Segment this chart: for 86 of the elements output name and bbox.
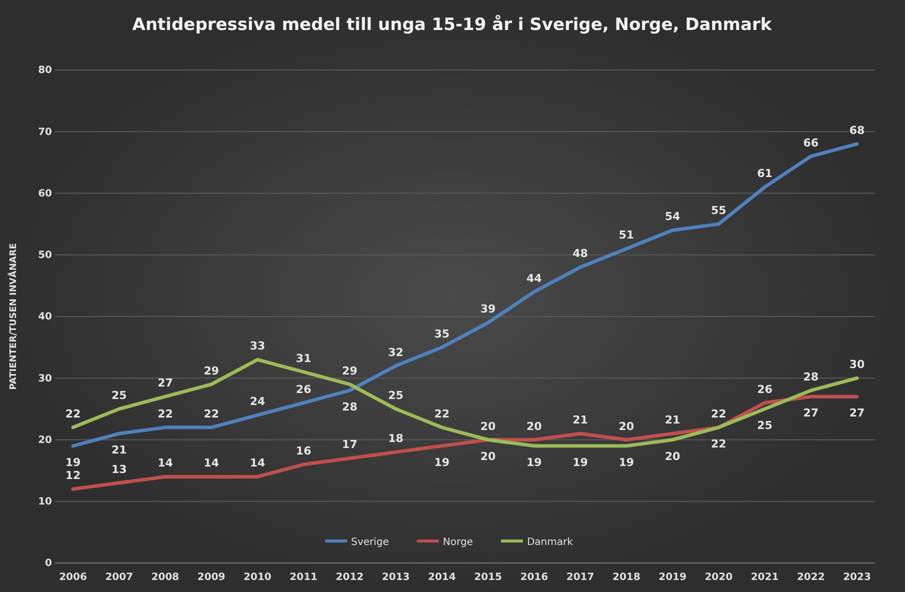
data-label: 29 — [204, 364, 220, 378]
x-tick-label: 2018 — [612, 572, 640, 584]
data-label: 20 — [526, 420, 542, 433]
data-label: 21 — [572, 414, 588, 427]
x-tick-label: 2016 — [520, 572, 548, 584]
x-tick-label: 2020 — [704, 572, 733, 584]
data-label: 19 — [434, 456, 450, 469]
y-tick-label: 30 — [38, 373, 52, 384]
data-label: 61 — [757, 167, 772, 180]
data-label: 26 — [296, 382, 312, 396]
data-label: 25 — [757, 418, 772, 432]
data-label: 17 — [342, 438, 358, 452]
x-tick-label: 2017 — [566, 572, 594, 584]
data-label: 55 — [710, 204, 726, 218]
x-tick-label: 2022 — [796, 572, 825, 584]
data-label: 44 — [526, 272, 542, 285]
data-label: 32 — [388, 346, 404, 359]
y-tick-label: 0 — [45, 558, 52, 570]
x-tick-label: 2007 — [105, 572, 134, 584]
data-label: 22 — [710, 437, 726, 450]
data-label: 19 — [618, 456, 634, 469]
data-label: 68 — [849, 124, 865, 137]
data-label: 22 — [65, 407, 81, 420]
data-label: 27 — [803, 406, 819, 420]
data-label: 30 — [849, 358, 865, 372]
x-tick-label: 2023 — [843, 572, 871, 584]
x-tick-label: 2014 — [428, 572, 456, 584]
x-tick-label: 2021 — [750, 572, 779, 584]
data-label: 24 — [250, 395, 266, 408]
data-label: 26 — [757, 382, 773, 396]
data-label: 28 — [342, 400, 358, 414]
y-tick-label: 80 — [38, 65, 52, 76]
legend-label: Danmark — [526, 537, 574, 548]
y-tick-label: 60 — [38, 188, 52, 200]
x-tick-label: 2011 — [290, 572, 318, 584]
data-label: 18 — [388, 432, 404, 446]
x-tick-label: 2012 — [336, 572, 364, 584]
data-label: 35 — [434, 327, 450, 340]
legend-label: Sverige — [351, 537, 389, 548]
y-axis-title: PATIENTER/TUSEN INVÅNARE — [7, 243, 19, 390]
data-label: 20 — [664, 450, 681, 463]
data-label: 27 — [849, 406, 865, 420]
data-label: 22 — [204, 407, 220, 420]
data-label: 12 — [65, 469, 81, 482]
y-tick-label: 20 — [38, 434, 52, 446]
data-label: 28 — [803, 370, 819, 384]
data-label: 19 — [526, 456, 542, 469]
x-tick-label: 2008 — [151, 572, 180, 584]
data-label: 19 — [65, 456, 81, 469]
data-label: 48 — [572, 247, 588, 260]
x-tick-label: 2019 — [658, 572, 686, 584]
data-label: 16 — [296, 444, 312, 458]
data-label: 20 — [480, 450, 496, 463]
data-label: 22 — [434, 407, 450, 420]
x-tick-label: 2006 — [59, 572, 87, 584]
data-label: 27 — [158, 376, 173, 390]
y-tick-label: 40 — [38, 312, 52, 323]
legend-label: Norge — [442, 537, 473, 548]
y-tick-label: 70 — [38, 126, 52, 138]
data-label: 25 — [111, 388, 127, 402]
data-label: 25 — [388, 388, 404, 402]
x-tick-label: 2015 — [474, 572, 502, 584]
data-label: 21 — [664, 414, 680, 427]
y-tick-label: 50 — [38, 250, 52, 262]
data-label: 39 — [480, 302, 496, 316]
data-label: 20 — [618, 420, 634, 433]
data-label: 14 — [204, 456, 220, 470]
y-tick-label: 10 — [38, 496, 52, 508]
data-label: 22 — [710, 407, 726, 420]
x-tick-label: 2009 — [197, 572, 226, 584]
data-label: 13 — [111, 462, 127, 476]
x-tick-label: 2010 — [244, 572, 272, 584]
data-label: 20 — [480, 420, 496, 433]
data-label: 66 — [803, 136, 819, 150]
data-label: 51 — [618, 228, 634, 242]
data-label: 22 — [158, 407, 173, 420]
data-label: 19 — [572, 456, 588, 469]
x-tick-label: 2013 — [382, 572, 410, 584]
data-label: 14 — [158, 456, 174, 470]
data-label: 29 — [342, 364, 358, 378]
data-label: 14 — [250, 456, 266, 470]
chart-title: Antidepressiva medel till unga 15-19 år i Sverige, Norge, Danmark — [132, 14, 772, 35]
data-label: 21 — [111, 444, 127, 457]
data-label: 31 — [296, 352, 312, 365]
data-label: 54 — [664, 210, 681, 224]
data-label: 33 — [250, 340, 266, 353]
